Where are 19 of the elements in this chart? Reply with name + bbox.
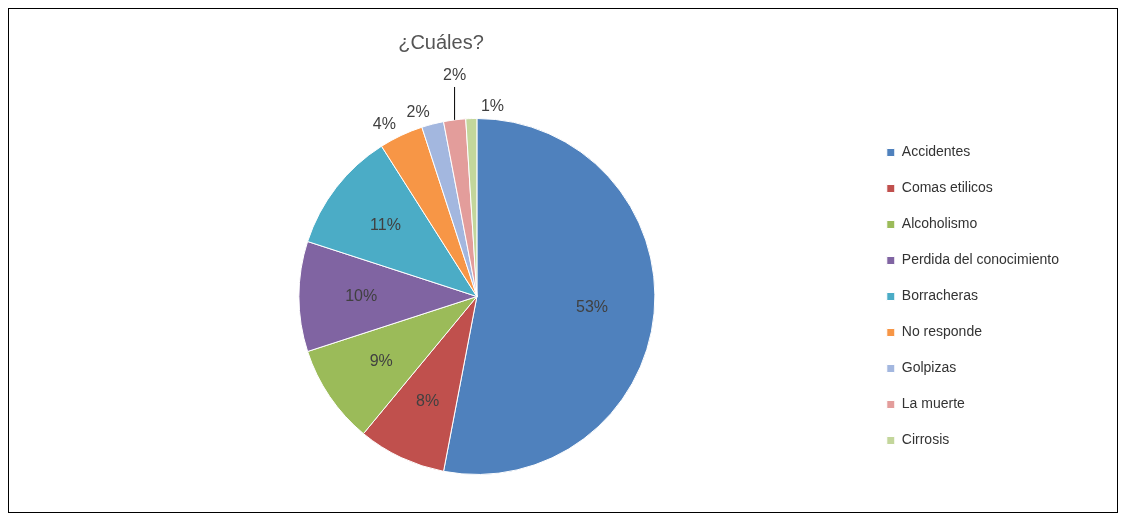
legend-label: Accidentes [901, 143, 971, 160]
legend-label: Golpizas [901, 359, 957, 376]
data-label: 2% [406, 102, 430, 120]
data-label: 2% [443, 66, 467, 84]
data-label: 11% [370, 215, 401, 233]
legend-label: Cirrosis [901, 431, 950, 448]
legend-label: Comas etilicos [901, 179, 993, 196]
legend-label: No responde [901, 323, 983, 340]
data-label: 10% [345, 286, 378, 304]
data-label: 9% [369, 351, 393, 369]
data-label: 1% [480, 97, 505, 114]
data-label: 4% [372, 114, 396, 132]
legend-label: Alcoholismo [901, 215, 978, 232]
chart-title: ¿Cuáles? [397, 31, 485, 54]
legend-label: La muerte [901, 395, 966, 412]
legend-label: Borracheras [901, 287, 979, 304]
data-label: 53% [576, 297, 609, 315]
legend-label: Perdida del conocimiento [901, 251, 1060, 268]
data-label: 8% [416, 391, 440, 409]
